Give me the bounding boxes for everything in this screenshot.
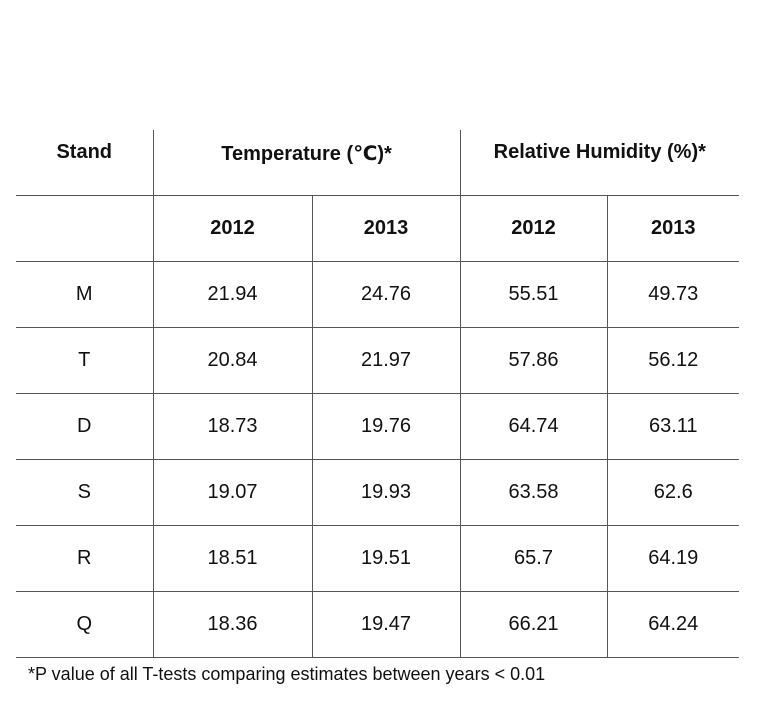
humidity-2012-cell: 66.21 bbox=[459, 590, 608, 658]
temperature-2012-cell: 20.84 bbox=[152, 326, 312, 393]
table-row: R 18.51 19.51 65.7 64.19 bbox=[16, 524, 740, 591]
humidity-2013-cell: 49.73 bbox=[606, 260, 740, 327]
stand-cell: Q bbox=[16, 590, 153, 658]
humidity-2012-cell: 64.74 bbox=[459, 392, 608, 459]
stand-header: Stand bbox=[56, 141, 113, 163]
table-row: S 19.07 19.93 63.58 62.6 bbox=[16, 458, 740, 525]
empty-header-cell bbox=[16, 194, 153, 261]
temperature-2012-cell: 19.07 bbox=[152, 458, 312, 525]
temperature-2013-cell: 19.76 bbox=[311, 392, 461, 459]
stand-cell: S bbox=[16, 458, 153, 525]
table-row: T 20.84 21.97 57.86 56.12 bbox=[16, 326, 740, 393]
humidity-2013-cell: 62.6 bbox=[606, 458, 740, 525]
temperature-2013-header: 2013 bbox=[311, 194, 461, 261]
humidity-2013-header: 2013 bbox=[606, 194, 740, 261]
table-row: Q 18.36 19.47 66.21 64.24 bbox=[16, 590, 740, 658]
temperature-2013-cell: 19.47 bbox=[311, 590, 461, 658]
temperature-2012-cell: 18.36 bbox=[152, 590, 312, 658]
humidity-2012-header: 2012 bbox=[459, 194, 608, 261]
humidity-2013-cell: 63.11 bbox=[606, 392, 740, 459]
group-header-row: Stand Temperature (℃)* Relative Humidity… bbox=[16, 130, 740, 195]
table-footnote: *P value of all T-tests comparing estima… bbox=[28, 664, 546, 684]
table-row: D 18.73 19.76 64.74 63.11 bbox=[16, 392, 740, 459]
humidity-header: Relative Humidity (%)* bbox=[459, 130, 740, 195]
humidity-2013-cell: 64.19 bbox=[606, 524, 740, 591]
humidity-2013-cell: 64.24 bbox=[606, 590, 740, 658]
temperature-2013-cell: 24.76 bbox=[311, 260, 461, 327]
stand-cell: D bbox=[16, 392, 153, 459]
temperature-2012-cell: 18.73 bbox=[152, 392, 312, 459]
stand-cell: T bbox=[16, 326, 153, 393]
climate-table: Stand Temperature (℃)* Relative Humidity… bbox=[16, 130, 740, 658]
humidity-2013-cell: 56.12 bbox=[606, 326, 740, 393]
temperature-header: Temperature (℃)* bbox=[152, 130, 461, 195]
stand-cell: R bbox=[16, 524, 153, 591]
temperature-2013-cell: 19.51 bbox=[311, 524, 461, 591]
stand-cell: M bbox=[16, 260, 153, 327]
temperature-2012-cell: 18.51 bbox=[152, 524, 312, 591]
temperature-2012-header: 2012 bbox=[152, 194, 312, 261]
humidity-2012-cell: 65.7 bbox=[459, 524, 608, 591]
humidity-2012-cell: 55.51 bbox=[459, 260, 608, 327]
humidity-2012-cell: 63.58 bbox=[459, 458, 608, 525]
temperature-2013-cell: 21.97 bbox=[311, 326, 461, 393]
year-header-row: 2012 2013 2012 2013 bbox=[16, 194, 740, 261]
temperature-2013-cell: 19.93 bbox=[311, 458, 461, 525]
table-row: M 21.94 24.76 55.51 49.73 bbox=[16, 260, 740, 327]
temperature-2012-cell: 21.94 bbox=[152, 260, 312, 327]
climate-table-container: Stand Temperature (℃)* Relative Humidity… bbox=[16, 130, 740, 658]
humidity-2012-cell: 57.86 bbox=[459, 326, 608, 393]
